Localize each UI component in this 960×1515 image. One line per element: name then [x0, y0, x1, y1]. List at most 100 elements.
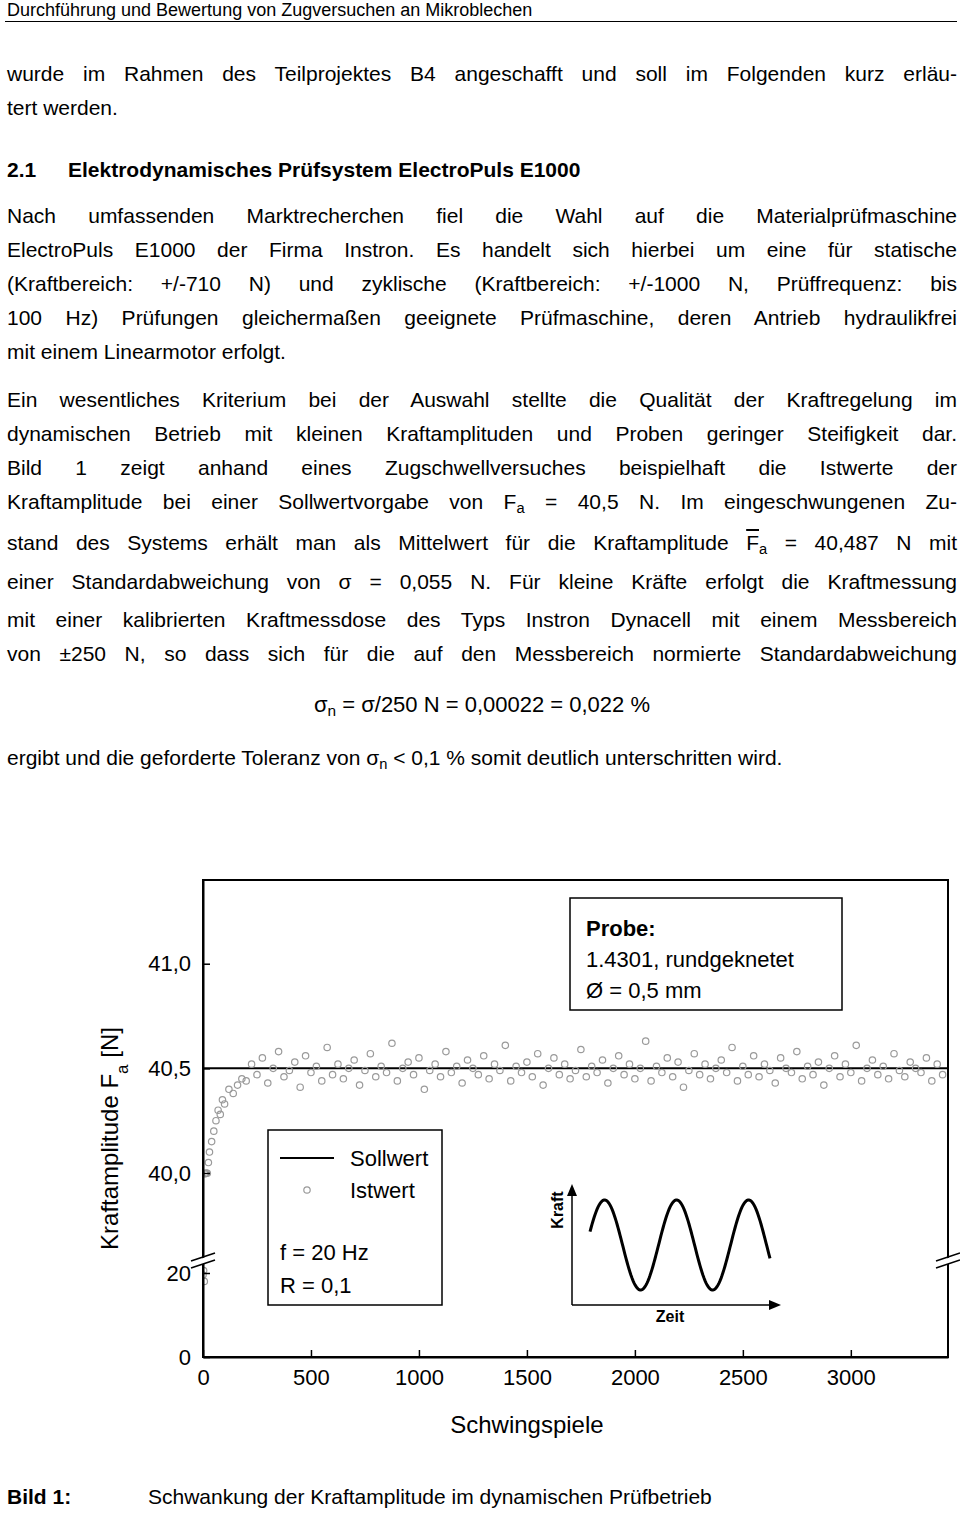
text-run: = σ/250 N = 0,00022 = 0,022 %	[336, 692, 650, 717]
measured-point	[885, 1076, 891, 1082]
subscript: n	[379, 756, 387, 772]
text-run: einer Standardabweichung von σ = 0,055 N…	[7, 570, 957, 593]
measured-point	[588, 1063, 594, 1069]
measured-point	[373, 1074, 379, 1080]
measured-point	[221, 1101, 227, 1107]
section-title: Elektrodynamisches Prüfsystem ElectroPul…	[68, 158, 580, 181]
text-run: = 40,5 N. Im eingeschwungenen Zu-	[525, 490, 957, 513]
y-tick: 0	[179, 1345, 210, 1370]
measured-point	[578, 1046, 584, 1052]
measured-point	[702, 1061, 708, 1067]
x-tick-label: 1000	[395, 1365, 444, 1390]
y-tick-mark	[203, 963, 210, 965]
text-run: von ±250 N, so dass sich für die auf den…	[7, 642, 957, 665]
measured-point	[637, 1065, 643, 1071]
x-tick: 2000	[611, 1350, 660, 1390]
text-run: ergibt und die geforderte Toleranz von σ	[7, 746, 379, 769]
x-tick-label: 3000	[827, 1365, 876, 1390]
text-run: Kraftamplitude F	[96, 1074, 123, 1250]
text-run: [N]	[96, 1027, 123, 1064]
x-tick-label: 2000	[611, 1365, 660, 1390]
measured-point	[356, 1082, 362, 1088]
x-tick-label: 2500	[719, 1365, 768, 1390]
measured-point	[891, 1051, 897, 1057]
specimen-frame	[570, 898, 842, 1010]
text-line: einer Standardabweichung von σ = 0,055 N…	[7, 570, 957, 594]
text-line: stand des Systems erhält man als Mittelw…	[7, 531, 957, 555]
inset-axis	[572, 1304, 775, 1306]
measured-point	[329, 1071, 335, 1077]
caption-label: Bild 1:	[7, 1485, 148, 1509]
measured-point	[880, 1063, 886, 1069]
measured-point	[621, 1071, 627, 1077]
text-run: (Kraftbereich: +/-710 N) und zyklische (…	[7, 272, 957, 295]
text-run: < 0,1 % somit deutlich unterschritten wi…	[387, 746, 782, 769]
measured-point	[745, 1071, 751, 1077]
measured-point	[848, 1069, 854, 1075]
measured-point	[243, 1078, 249, 1084]
measured-point	[324, 1044, 330, 1050]
axis-break-gap	[937, 1254, 959, 1268]
measured-point	[410, 1071, 416, 1077]
text-run: 100 Hz) Prüfungen gleichermaßen geeignet…	[7, 306, 957, 329]
text-run: Kraftamplitude bei einer Sollwertvorgabe…	[7, 490, 516, 513]
text-run: Bild 1 zeigt anhand eines Zugschwellvers…	[7, 456, 957, 479]
measured-point	[869, 1057, 875, 1063]
measured-point	[777, 1055, 783, 1061]
measured-point	[767, 1067, 773, 1073]
x-axis-line	[204, 1357, 949, 1359]
measured-point	[842, 1061, 848, 1067]
measured-point	[686, 1067, 692, 1073]
y-tick-mark	[203, 1357, 210, 1359]
text-line: (Kraftbereich: +/-710 N) und zyklische (…	[7, 272, 957, 296]
y-tick-label: 20	[167, 1261, 191, 1286]
text-run: tert werden.	[7, 96, 118, 119]
measured-point	[205, 1159, 211, 1165]
text-line: Nach umfassenden Marktrecherchen fiel di…	[7, 204, 957, 228]
subscript: a	[759, 541, 767, 557]
measured-point	[756, 1074, 762, 1080]
measured-point	[734, 1078, 740, 1084]
measured-point	[923, 1055, 929, 1061]
x-tick-mark	[851, 1350, 853, 1357]
measured-point	[599, 1057, 605, 1063]
measured-point	[259, 1055, 265, 1061]
measured-point	[211, 1128, 217, 1134]
measured-point	[939, 1071, 945, 1077]
x-tick-label: 500	[293, 1365, 330, 1390]
measured-point	[208, 1138, 214, 1144]
y-axis: 02040,040,541,0	[148, 881, 210, 1370]
x-axis: 050010001500200025003000	[197, 1350, 948, 1390]
text-line: mit einem Linearmotor erfolgt.	[7, 340, 957, 364]
measured-point	[626, 1061, 632, 1067]
measured-point	[502, 1042, 508, 1048]
measured-point	[313, 1063, 319, 1069]
measured-point	[394, 1078, 400, 1084]
measured-point	[362, 1067, 368, 1073]
axis-break-stroke	[191, 1260, 215, 1268]
axis-break-stroke	[936, 1260, 960, 1268]
x-tick: 2500	[719, 1350, 768, 1390]
measured-point	[675, 1059, 681, 1065]
text-line: tert werden.	[7, 96, 957, 120]
plot-frame	[203, 880, 948, 1357]
y-tick-mark	[203, 1068, 210, 1070]
measured-point	[248, 1061, 254, 1067]
text-run: mit einem Linearmotor erfolgt.	[7, 340, 286, 363]
page: Durchführung und Bewertung von Zugversuc…	[0, 0, 960, 1515]
measured-point	[632, 1076, 638, 1082]
measured-point	[367, 1051, 373, 1057]
text-line: von ±250 N, so dass sich für die auf den…	[7, 642, 957, 666]
measured-point	[529, 1074, 535, 1080]
measured-point	[837, 1074, 843, 1080]
measured-point	[427, 1067, 433, 1073]
measured-point	[680, 1084, 686, 1090]
measured-point	[400, 1065, 406, 1071]
y-tick-mark	[203, 1173, 210, 1175]
formula-line: σn = σ/250 N = 0,00022 = 0,022 %	[7, 693, 957, 717]
specimen-box: Probe:1.4301, rundgeknetetØ = 0,5 mm	[570, 898, 842, 1010]
measured-point	[443, 1048, 449, 1054]
subscript: a	[516, 500, 524, 516]
measured-point	[545, 1065, 551, 1071]
text-run: stand des Systems erhält man als Mittelw…	[7, 531, 746, 554]
